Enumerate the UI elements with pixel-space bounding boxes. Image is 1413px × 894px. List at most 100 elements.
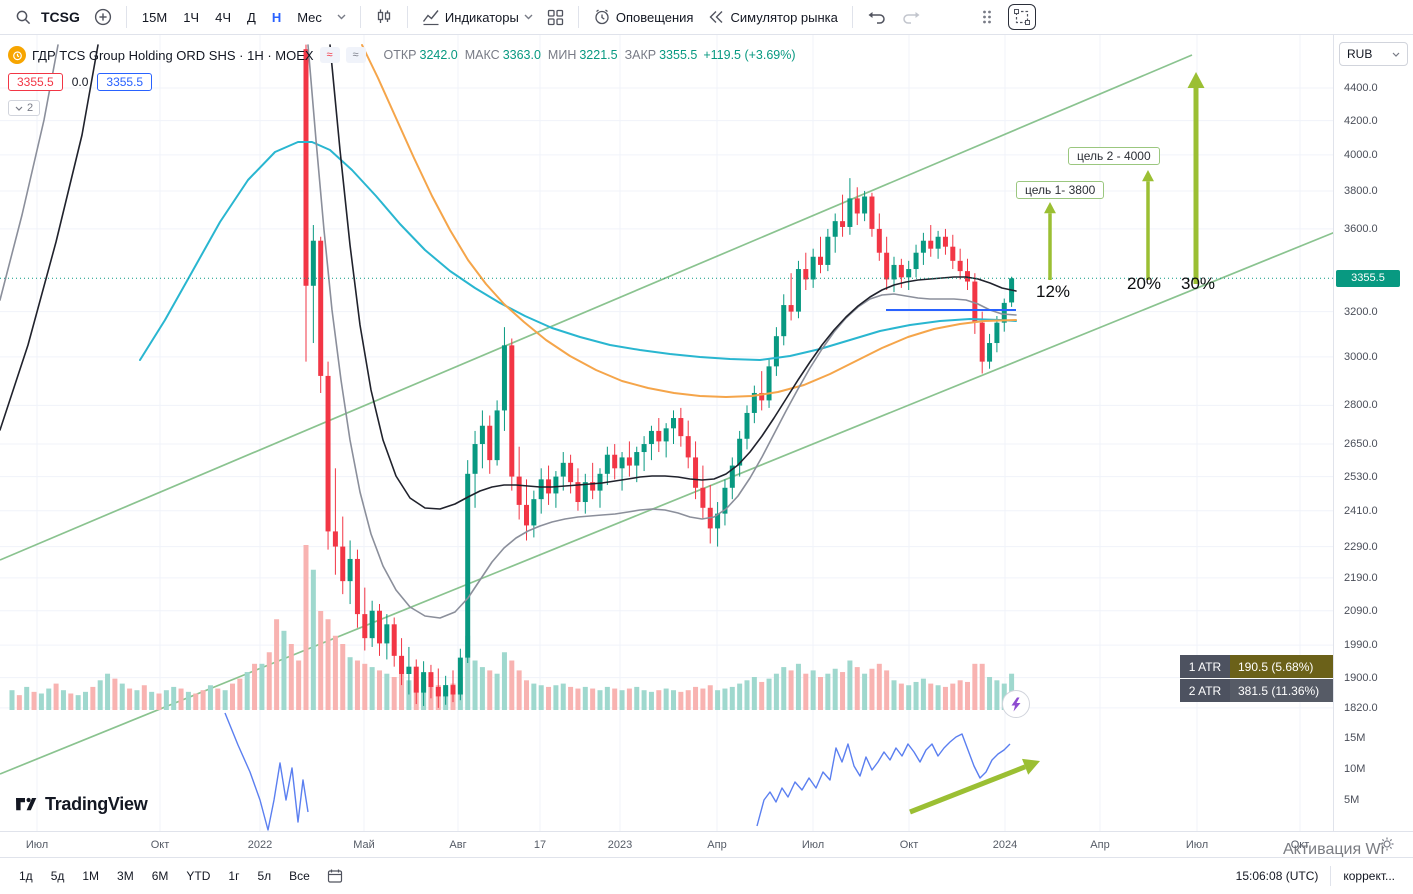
alerts-label: Оповещения (615, 9, 694, 25)
range-5д[interactable]: 5д (50, 869, 65, 883)
current-price-tag: 3355.5 (1336, 269, 1400, 287)
atr-tool-box[interactable]: 1 ATR 190.5 (5.68%) 2 ATR 381.5 (11.36%) (1180, 655, 1342, 703)
toolbar-right-group (974, 4, 1036, 30)
lightning-icon (1011, 697, 1021, 711)
alarm-clock-icon (593, 8, 611, 26)
time-axis-label-Окт: Окт (1290, 839, 1310, 851)
axis-settings-gear-icon[interactable] (1379, 836, 1395, 857)
ohlc-value: 3363.0 (502, 48, 541, 62)
timeframe-1Ч[interactable]: 1Ч (183, 9, 200, 25)
date-range-group: 1д 5д 1M 3M 6M YTD 1г 5л Все (12, 866, 317, 886)
target-2-label[interactable]: цель 2 - 4000 (1068, 147, 1160, 165)
volume-scale-label: 5M (1344, 794, 1360, 806)
timeframe-Н[interactable]: Н (271, 9, 282, 25)
ohlc-label: МИН (547, 48, 577, 62)
timeframe-group: 15M 1Ч 4Ч Д Н Мес (134, 4, 330, 30)
time-axis-label-Апр: Апр (707, 839, 727, 851)
time-axis[interactable]: Июл Окт 2022 Май Авг 17 2023 Апр Июл Окт 2024 Апр Ию… (0, 831, 1413, 858)
percent-label-12[interactable]: 12% (1036, 282, 1071, 301)
chart-style-button[interactable] (368, 4, 400, 30)
utc-clock[interactable]: 15:06:08 (UTC) (1235, 869, 1319, 883)
time-axis-label-Окт: Окт (899, 839, 919, 851)
chart-legend: ГДР TCS Group Holding ORD SHS · 1Н · MOE… (8, 46, 796, 116)
ohlc-value: 3242.0 (419, 48, 458, 62)
time-axis-label-17: 17 (533, 839, 547, 851)
price-scale-label: 2800.0 (1344, 399, 1378, 412)
timeframe-15M[interactable]: 15M (141, 9, 168, 25)
price-scale-label: 3800.0 (1344, 184, 1378, 197)
timeframe-Мес[interactable]: Мес (297, 9, 322, 25)
price-scale-label: 2530.0 (1344, 470, 1378, 483)
price-scale-label: 3200.0 (1344, 305, 1378, 318)
time-axis-label-2023: 2023 (607, 839, 633, 851)
percent-label-30[interactable]: 30% (1181, 274, 1216, 293)
currency-dropdown[interactable]: RUB (1339, 42, 1408, 66)
boost-lightning-button[interactable] (1002, 690, 1030, 718)
tradingview-logo[interactable]: TradingView (14, 792, 148, 816)
time-axis-label-2022: 2022 (247, 839, 273, 851)
change-value: +119.5 (+3.69%) (703, 48, 796, 62)
range-1г[interactable]: 1г (228, 869, 240, 883)
market-simulator-button[interactable]: Симулятор рынка (700, 4, 844, 30)
simulator-label: Симулятор рынка (730, 9, 838, 25)
time-axis-label-Окт: Окт (150, 839, 170, 851)
volume-scale-label: 15M (1344, 732, 1366, 744)
price-scale-label: 4200.0 (1344, 114, 1378, 127)
range-YTD[interactable]: YTD (186, 869, 211, 883)
alerts-button[interactable]: Оповещения (586, 4, 701, 30)
plus-circle-icon (94, 8, 112, 26)
price-scale-label: 2410.0 (1344, 504, 1378, 517)
active-alert-icon[interactable] (8, 46, 26, 64)
range-1д[interactable]: 1д (19, 869, 33, 883)
six-dots-icon (981, 9, 993, 25)
ohlc-value: 3355.5 (659, 48, 698, 62)
chevron-down-icon (337, 14, 346, 20)
bottom-separator (1330, 866, 1332, 886)
timeframe-dropdown-button[interactable] (330, 4, 353, 30)
price-scale-label: 2090.0 (1344, 604, 1378, 617)
marquee-select-icon (1013, 8, 1031, 26)
selection-tool-button[interactable] (1007, 4, 1036, 30)
redo-button[interactable] (894, 4, 928, 30)
percent-label-20[interactable]: 20% (1127, 274, 1162, 293)
indicators-collapse-pill[interactable]: 2 (8, 100, 41, 116)
price-box-blue: 3355.5 (97, 73, 153, 91)
price-scale-label: 1990.0 (1344, 639, 1378, 652)
adjust-data-toggle[interactable]: коррект... (1343, 869, 1395, 883)
time-axis-label-Июл: Июл (25, 839, 49, 851)
price-scale-label: 1820.0 (1344, 701, 1378, 714)
time-axis-label-Авг: Авг (449, 839, 467, 851)
legend-wave-icon[interactable]: ≈ (345, 47, 366, 63)
layout-manage-button[interactable] (974, 4, 1000, 30)
layout-templates-button[interactable] (540, 4, 571, 30)
chevron-down-icon (1392, 52, 1400, 57)
grid-layout-icon (547, 9, 564, 26)
undo-button[interactable] (860, 4, 894, 30)
compare-add-button[interactable] (87, 4, 119, 30)
timeframe-Д[interactable]: Д (247, 9, 256, 25)
price-scale-label: 3600.0 (1344, 222, 1378, 235)
ohlc-value: 3221.5 (579, 48, 618, 62)
ohlc-values: ОТКР 3242.0 МАКС 3363.0 МИН 3221.5 ЗАКР 3355.5 (384, 48, 698, 62)
range-6M[interactable]: 6M (151, 869, 169, 883)
symbol-search-button[interactable]: TCSG (8, 4, 87, 30)
top-toolbar: TCSG 15M 1Ч 4Ч Д Н Мес Индикаторы (0, 0, 1413, 35)
range-3M[interactable]: 3M (117, 869, 134, 883)
replay-rewind-icon (707, 8, 725, 26)
ohlc-label: ЗАКР (624, 48, 657, 62)
range-5л[interactable]: 5л (257, 869, 272, 883)
collapsed-count: 2 (27, 102, 34, 114)
chevron-down-icon (15, 106, 23, 111)
legend-source-toggle-icon[interactable]: ≈ (319, 47, 340, 63)
tradingview-brand-text: TradingView (45, 793, 148, 814)
indicators-button[interactable]: Индикаторы (415, 4, 540, 30)
range-Все[interactable]: Все (289, 869, 310, 883)
price-scale[interactable]: RUB 4400.0 4200.0 4000.0 3800.0 3600.0 3200.0… (1333, 34, 1413, 832)
go-to-date-button[interactable] (327, 868, 343, 884)
target-1-label[interactable]: цель 1- 3800 (1016, 181, 1105, 199)
bottom-right-group: 15:06:08 (UTC) коррект... (1236, 866, 1401, 886)
time-axis-label-Июл: Июл (1185, 839, 1209, 851)
timeframe-4Ч[interactable]: 4Ч (215, 9, 231, 25)
range-1M[interactable]: 1M (82, 869, 100, 883)
